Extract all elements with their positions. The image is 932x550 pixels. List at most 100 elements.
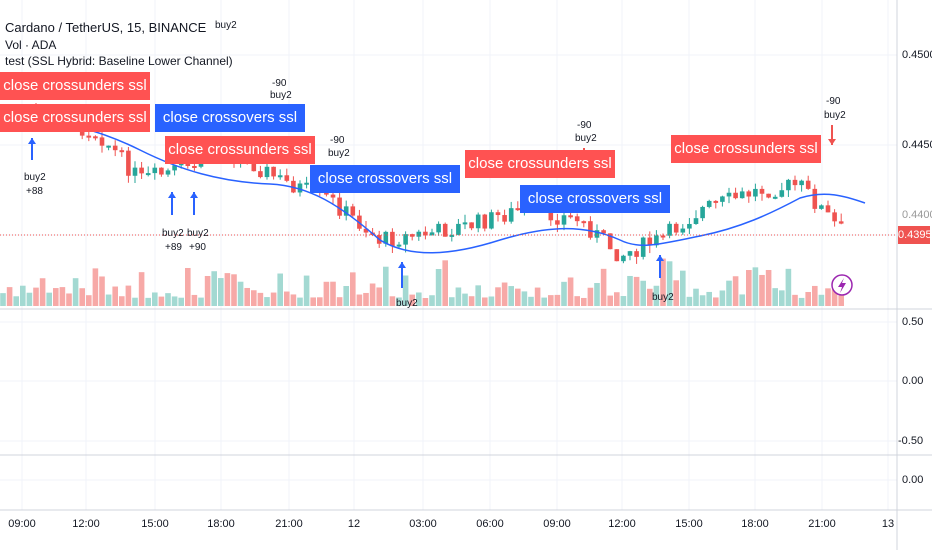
volume-bar <box>713 297 719 306</box>
volume-bar <box>567 277 574 306</box>
candle-body <box>581 221 587 224</box>
trade-marker-text: -90 <box>577 120 592 131</box>
volume-bar <box>541 297 547 306</box>
candle-body <box>640 237 646 257</box>
arrow-head <box>168 192 176 198</box>
volume-bar <box>772 288 778 306</box>
volume-bar <box>633 276 640 306</box>
volume-bar <box>726 280 732 306</box>
volume-indicator-label[interactable]: Vol · ADA <box>5 38 57 52</box>
volume-bar <box>455 287 462 306</box>
candle-body <box>139 167 144 174</box>
volume-bar <box>46 292 52 306</box>
candle-body <box>772 196 778 199</box>
volume-bar <box>607 295 613 306</box>
volume-bar <box>581 297 587 306</box>
time-tick: 12:00 <box>608 518 636 530</box>
volume-bar <box>647 288 653 306</box>
close-crossunder-label: close crossunders ssl <box>0 104 150 132</box>
volume-bar <box>264 297 270 306</box>
volume-bar <box>86 295 92 306</box>
candle-body <box>390 231 395 247</box>
candle-body <box>805 180 811 189</box>
candle-body <box>700 206 705 219</box>
volume-bar <box>270 292 277 306</box>
trade-marker-text: -90 <box>272 78 287 89</box>
candle-body <box>99 137 105 146</box>
trade-marker-text: -90 <box>826 96 841 107</box>
volume-bar <box>660 258 666 306</box>
ssl-baseline <box>0 111 866 254</box>
volume-bar <box>204 275 211 306</box>
trade-marker-text: buy2 <box>328 148 350 159</box>
candle-body <box>469 222 474 229</box>
candle-body <box>594 230 600 238</box>
volume-bar <box>218 278 224 306</box>
volume-bar <box>112 286 118 306</box>
candle-body <box>258 171 263 178</box>
volume-bar <box>528 296 534 306</box>
volume-bar <box>501 282 508 306</box>
volume-bar <box>515 288 521 306</box>
candle-body <box>330 194 336 198</box>
volume-bar <box>680 270 686 306</box>
candle-body <box>654 235 659 246</box>
lightning-icon[interactable] <box>831 274 853 296</box>
candle-body <box>515 208 521 211</box>
volume-bar <box>521 291 528 306</box>
volume-bar <box>759 274 765 306</box>
volume-bar <box>185 267 191 306</box>
candle-body <box>277 175 283 178</box>
candle-body <box>159 167 164 175</box>
volume-bar <box>72 278 79 306</box>
candle-body <box>416 231 422 237</box>
volume-bar <box>825 288 831 306</box>
symbol-title[interactable]: Cardano / TetherUS, 15, BINANCE <box>5 20 207 35</box>
volume-bar <box>363 292 369 306</box>
volume-bar <box>435 269 442 306</box>
volume-bar <box>798 297 805 306</box>
arrow-head <box>398 262 406 268</box>
volume-bar <box>237 281 244 306</box>
volume-bar <box>92 268 99 306</box>
time-tick: 13 <box>881 518 895 530</box>
volume-bar <box>429 295 435 306</box>
volume-bar <box>59 287 66 306</box>
volume-bar <box>369 283 376 306</box>
candle-body <box>680 228 686 233</box>
volume-bar <box>33 287 39 306</box>
volume-bar <box>165 293 171 306</box>
candle-body <box>746 191 752 197</box>
volume-bar <box>699 295 706 306</box>
volume-bar <box>818 294 825 306</box>
volume-bar <box>79 288 85 306</box>
candle-body <box>720 196 725 202</box>
trade-marker-text: buy2 <box>652 292 674 303</box>
trade-marker-text: +88 <box>26 186 43 197</box>
volume-bar <box>66 293 72 306</box>
candle-body <box>145 173 151 176</box>
candle-body <box>838 221 844 224</box>
time-tick: 15:00 <box>675 518 703 530</box>
volume-bar <box>508 286 514 306</box>
time-tick: 15:00 <box>141 518 169 530</box>
volume-bar <box>673 280 679 306</box>
time-tick: 21:00 <box>275 518 303 530</box>
arrow-head <box>28 138 36 144</box>
volume-bar <box>26 292 33 306</box>
volume-bar <box>653 285 660 306</box>
volume-bar <box>442 260 448 306</box>
close-crossunder-label: close crossunders ssl <box>671 135 821 163</box>
volume-bar <box>53 288 59 306</box>
volume-bar <box>99 276 105 306</box>
candle-body <box>343 206 349 216</box>
candle-body <box>363 228 369 233</box>
candle-body <box>819 205 824 209</box>
time-tick: 09:00 <box>543 518 571 530</box>
volume-bar <box>310 297 316 306</box>
trade-marker-text: buy2 <box>24 172 46 183</box>
strategy-indicator-label[interactable]: test (SSL Hybrid: Baseline Lower Channel… <box>5 54 233 68</box>
candle-body <box>779 190 785 197</box>
